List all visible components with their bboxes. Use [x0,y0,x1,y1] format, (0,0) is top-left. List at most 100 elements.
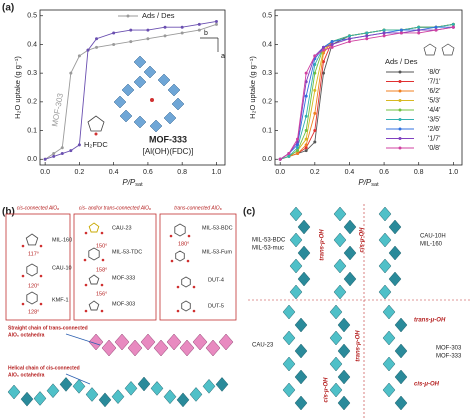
octahedron [382,356,396,372]
data-point [313,54,317,58]
x-tick-label: 0.0 [40,169,50,176]
legend-marker [398,89,402,93]
data-point [347,37,351,41]
octahedron [297,271,311,287]
x-axis-label-sub: sat [135,182,143,188]
data-point [304,71,308,75]
atom [21,302,25,306]
linker-label: MIL-53-TDC [112,249,142,255]
octahedron [329,330,343,346]
data-point [330,40,334,44]
octahedron [333,284,347,300]
legend-marker [398,80,402,83]
octahedron [282,330,296,346]
octahedron [337,369,351,385]
data-point [43,157,47,161]
angle-label: 120° [28,283,39,289]
octahedron [114,333,130,351]
octahedron [127,339,143,357]
data-point [52,154,56,158]
data-point [95,37,99,41]
x-tick-label: 0.0 [275,169,285,176]
atom [169,234,173,238]
panel-label: (c) [243,207,255,218]
data-point [296,143,300,147]
data-point [347,34,351,38]
chain-label: MIL-53-muc [252,246,284,252]
angle-label: 150° [96,243,107,249]
linker-label: MIL-53-Fum [202,249,232,255]
series-line [279,26,454,160]
atom [186,259,190,263]
data-point [278,157,282,161]
box-title: trans-connected AlO₆ [174,205,221,211]
linker-label: MOF-333 [112,275,135,281]
octahedron [343,219,357,235]
octahedron [215,377,229,392]
data-point [382,31,386,35]
annotation: [Al(OH)(FDC)] [143,147,194,156]
angle-label: 156° [96,291,107,297]
octahedron [205,339,221,357]
data-point [129,28,133,32]
x-axis-label-main: P/P [358,178,372,187]
chain-label: cis-μ-OH [414,382,440,388]
data-point [365,34,369,38]
data-point [296,140,300,144]
chain-label: trans-μ-OH [320,229,326,261]
molecule-ring [87,115,105,132]
data-point [399,28,403,32]
octahedron [343,271,357,287]
data-point [417,25,421,29]
legend-label: '3/5' [428,116,440,123]
linker-label: DUT-4 [208,277,224,283]
x-tick-label: 0.2 [310,169,320,176]
chain-label: CAU-23 [252,343,274,349]
linker-label: MIL-53-BDC [202,225,233,231]
annotation: H₂FDC [84,140,108,149]
molecule-ring [175,250,185,262]
y-tick-label: 0.3 [262,70,272,77]
molecule-ring [88,222,100,233]
legend-title: Ads / Des [385,57,418,66]
data-point [417,31,421,35]
octahedron [101,339,117,357]
box-title: cis- and/or trans-connected AlO₆ [79,205,151,211]
legend-label: '7/1' [428,78,440,85]
legend-marker [398,108,402,112]
octahedron [388,219,402,235]
x-tick-label: 0.8 [414,169,424,176]
linker-label: KMF-1 [52,297,69,303]
octahedron [133,115,147,129]
molecule-icon [423,43,437,56]
octahedron [163,111,177,125]
octahedron [20,391,34,407]
data-point [330,42,334,46]
legend-marker [398,99,402,102]
data-point [77,143,81,147]
data-point [347,40,351,44]
legend-marker [398,70,402,74]
angle-label: 158° [96,267,107,273]
data-point [304,137,308,141]
legend-marker [398,137,402,140]
x-axis-label-main: P/P [122,178,136,187]
y-tick-label: 0.3 [27,70,37,77]
octahedron [378,284,392,300]
chain-label: MOF-303 [436,346,462,352]
y-tick-label: 0.0 [27,156,37,163]
data-point [399,31,403,35]
data-point [214,19,218,23]
data-point [382,28,386,32]
data-point [417,28,421,32]
data-point [95,45,99,49]
data-point [129,40,133,44]
data-point [304,146,308,150]
data-point [296,137,300,141]
octahedron [137,376,151,392]
octahedron [378,206,392,222]
y-tick-label: 0.1 [27,127,37,134]
octahedron [289,284,303,300]
data-point [296,149,300,153]
octahedron [189,387,203,402]
